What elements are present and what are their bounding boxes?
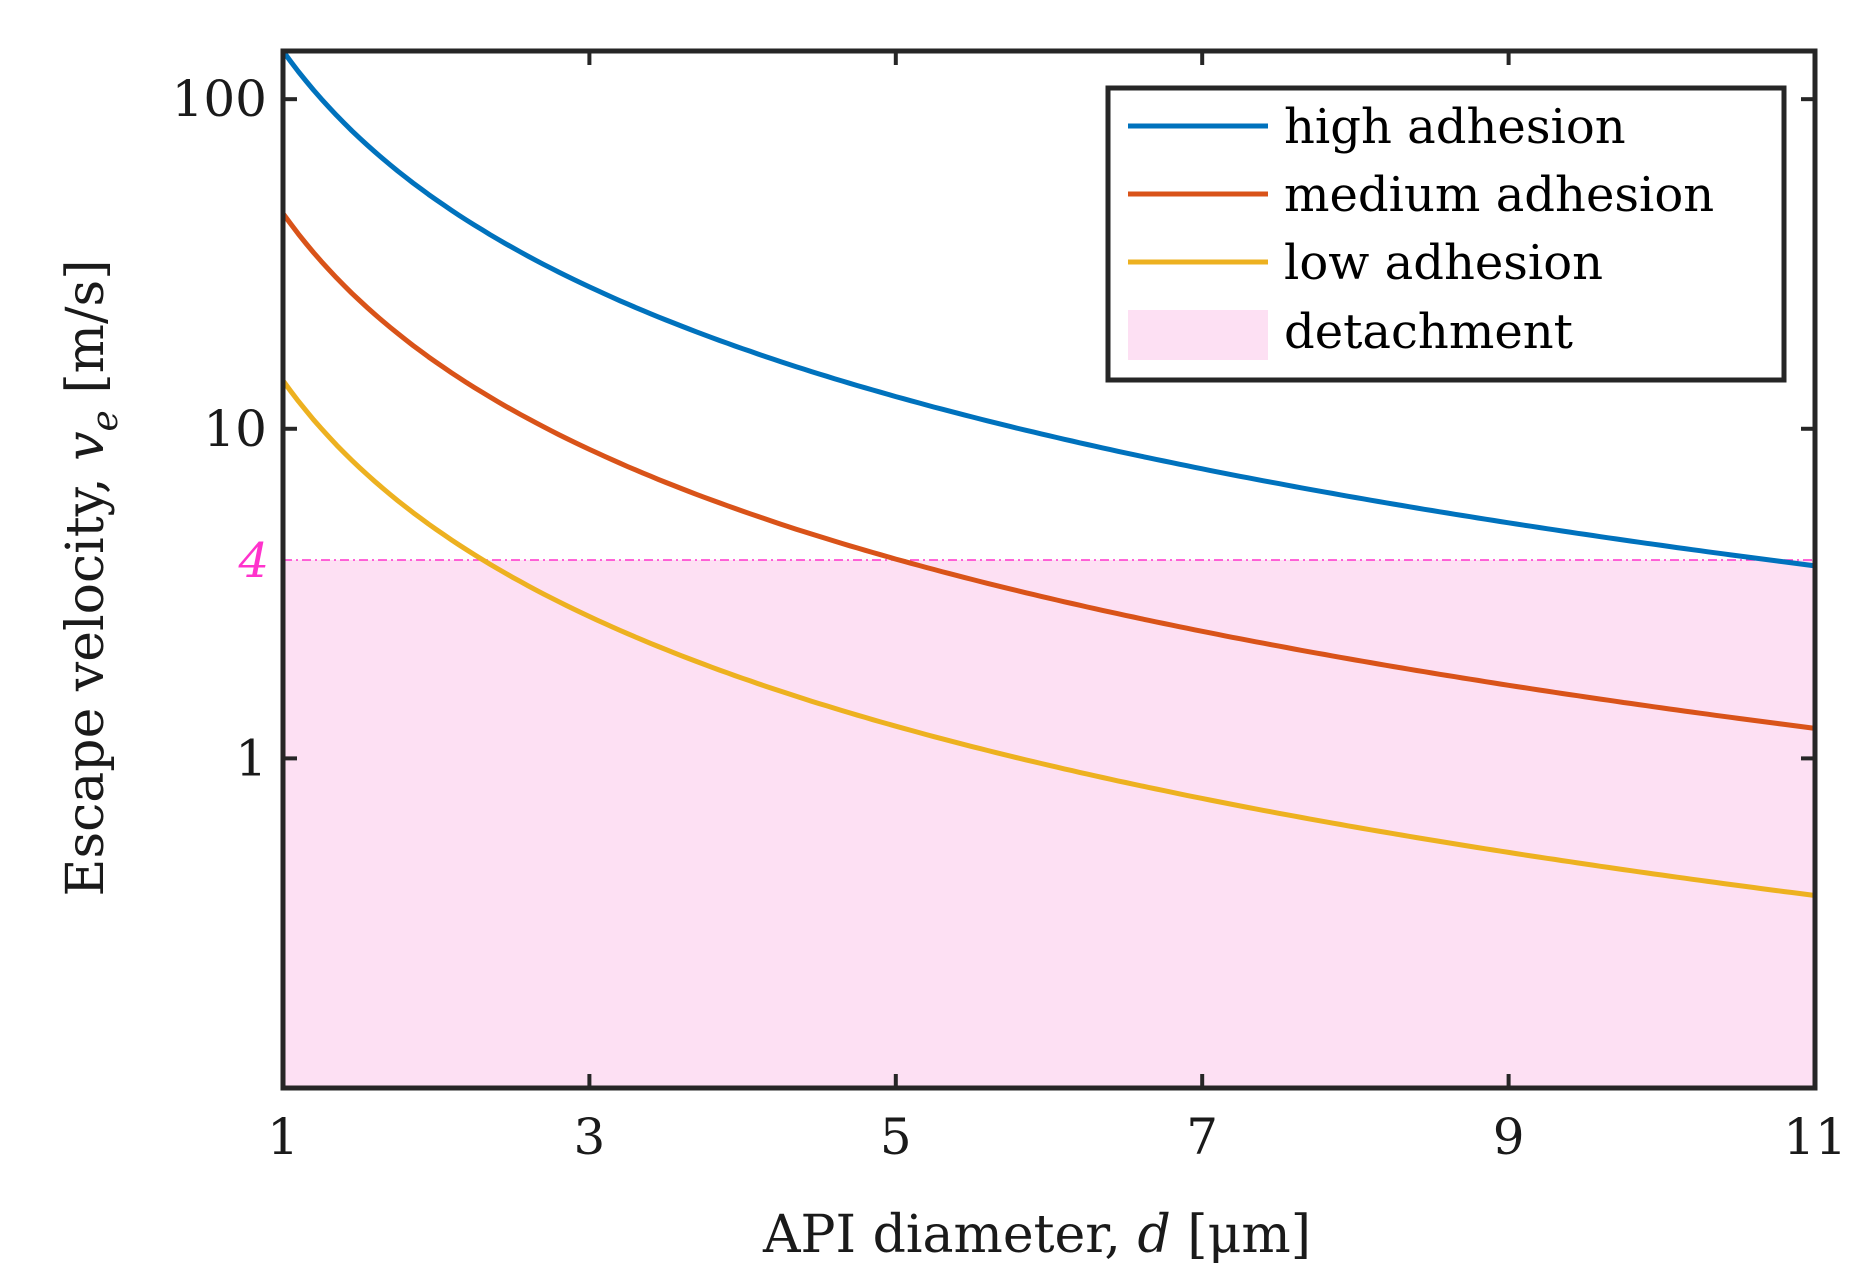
x-tick-label: 5	[880, 1108, 912, 1166]
y-tick-label: 10	[203, 400, 267, 458]
detachment-region	[283, 559, 1815, 1088]
threshold-label: 4	[237, 533, 269, 589]
legend-label-low-adhesion: low adhesion	[1284, 235, 1603, 291]
y-tick-label: 1	[235, 729, 267, 787]
legend-label-detachment: detachment	[1284, 304, 1573, 360]
x-tick-label: 11	[1783, 1108, 1847, 1166]
x-tick-label: 1	[267, 1108, 299, 1166]
legend-label-medium-adhesion: medium adhesion	[1284, 167, 1714, 223]
y-axis-title: Escape velocity, ve [m/s]	[56, 260, 126, 897]
plot-area	[280, 49, 1816, 1088]
x-tick-label: 3	[573, 1108, 605, 1166]
legend-label-high-adhesion: high adhesion	[1284, 99, 1626, 155]
series-line-low-adhesion	[280, 379, 1816, 898]
x-tick-label: 9	[1493, 1108, 1525, 1166]
series-line-high-adhesion	[280, 49, 1816, 569]
y-tick-label: 100	[172, 70, 267, 128]
axes-frame	[280, 48, 1818, 1091]
x-tick-label: 7	[1186, 1108, 1218, 1166]
legend-swatch-detachment	[1128, 310, 1268, 360]
legend: high adhesion medium adhesion low adhesi…	[1105, 85, 1787, 383]
series-line-medium-adhesion	[280, 212, 1816, 731]
x-axis-title: API diameter, d [μm]	[762, 1205, 1311, 1265]
